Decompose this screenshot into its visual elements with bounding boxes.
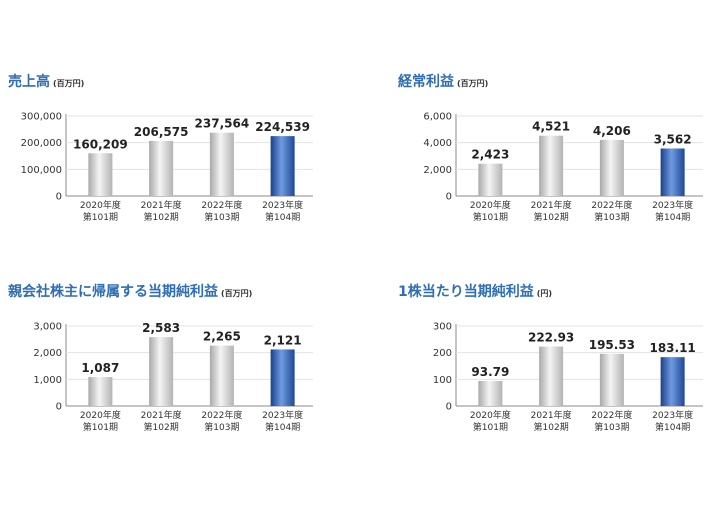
value-label: 3,562	[654, 133, 692, 147]
chart-unit: (百万円)	[457, 79, 489, 88]
x-tick-label-period: 第101期	[473, 421, 508, 433]
x-tick-label-year: 2022年度	[201, 409, 242, 421]
bar-chart-eps: 010020030093.792020年度第101期222.932021年度第1…	[433, 322, 703, 433]
bar	[539, 346, 564, 406]
y-tick-label: 0	[446, 192, 452, 203]
y-tick-label: 100	[433, 375, 452, 386]
x-tick-label-period: 第102期	[534, 211, 569, 223]
x-tick-label-period: 第104期	[265, 211, 300, 223]
x-tick-label-year: 2021年度	[531, 409, 572, 421]
x-tick-label-year: 2023年度	[262, 409, 303, 421]
bar	[209, 345, 234, 406]
y-tick-label: 3,000	[33, 322, 62, 333]
value-label: 1,087	[81, 361, 119, 375]
y-tick-label: 100,000	[21, 165, 62, 176]
x-tick-label-year: 2020年度	[470, 199, 511, 211]
y-tick-label: 0	[56, 192, 62, 203]
x-tick-label-year: 2022年度	[591, 199, 632, 211]
chart-unit: (円)	[536, 289, 553, 298]
x-tick-label-period: 第102期	[144, 211, 179, 223]
value-label: 4,206	[593, 124, 631, 138]
x-tick-label-year: 2021年度	[531, 199, 572, 211]
x-tick-label-year: 2022年度	[201, 199, 242, 211]
value-label: 2,121	[264, 333, 302, 347]
value-label: 2,423	[471, 148, 509, 162]
chart-panel-net-income: 親会社株主に帰属する当期純利益 (百万円) 0 1,000 2,000 3,000 1,0…	[8, 282, 338, 452]
x-tick-label-year: 2020年度	[470, 409, 511, 421]
chart-panel-eps: 1株当たり当期純利益 (円) 0 100 200 300 93.79 2020年度 第101期…	[398, 282, 720, 452]
x-tick-label-period: 第102期	[144, 421, 179, 433]
value-label: 222.93	[528, 331, 574, 345]
bar	[539, 135, 564, 196]
x-tick-label-period: 第101期	[83, 421, 118, 433]
x-tick-label-year: 2023年度	[652, 409, 693, 421]
bar	[209, 132, 234, 196]
value-label: 195.53	[589, 338, 635, 352]
y-tick-label: 300,000	[21, 112, 62, 123]
bar	[660, 357, 685, 406]
y-tick-label: 0	[446, 402, 452, 413]
value-label: 224,539	[255, 120, 310, 134]
chart-title: 売上高 (百万円)	[8, 74, 85, 90]
bar	[660, 148, 685, 196]
x-tick-label-period: 第101期	[83, 211, 118, 223]
chart-panel-sales: 売上高 (百万円) 0 100,000 200,000 300,000 160,209 20…	[8, 72, 338, 242]
bar-chart-sales: 0 100,000 200,000 300,000 160,209 2020年度第101期…	[21, 112, 313, 223]
x-tick-label-year: 2022年度	[591, 409, 632, 421]
bar	[149, 140, 174, 196]
y-tick-label: 200,000	[21, 138, 62, 149]
value-label: 206,575	[134, 125, 189, 139]
value-label: 183.11	[649, 341, 695, 355]
value-label: 237,564	[195, 117, 250, 131]
x-tick-label-period: 第103期	[594, 421, 629, 433]
value-label: 2,583	[142, 321, 180, 335]
x-tick-label-year: 2020年度	[80, 409, 121, 421]
chart-unit: (百万円)	[53, 79, 85, 88]
x-tick-label-period: 第104期	[265, 421, 300, 433]
bar	[478, 380, 503, 406]
bar	[270, 349, 295, 406]
chart-title: 経常利益 (百万円)	[398, 74, 489, 90]
bar	[88, 377, 113, 406]
y-tick-label: 2,000	[423, 165, 452, 176]
x-tick-label-period: 第104期	[655, 211, 690, 223]
x-tick-label-year: 2023年度	[652, 199, 693, 211]
y-tick-label: 6,000	[423, 112, 452, 123]
x-tick-label-period: 第103期	[204, 421, 239, 433]
value-label: 93.79	[471, 365, 509, 379]
x-tick-label-period: 第101期	[473, 211, 508, 223]
chart-title: 1株当たり当期純利益 (円)	[398, 284, 553, 300]
chart-panel-ordinary-profit: 経常利益 (百万円) 0 2,000 4,000 6,000 2,423 2020年度 第10…	[398, 72, 720, 242]
y-tick-label: 2,000	[33, 348, 62, 359]
x-tick-label-year: 2023年度	[262, 199, 303, 211]
bar	[599, 353, 624, 406]
x-tick-label-period: 第103期	[594, 211, 629, 223]
value-label: 4,521	[532, 120, 570, 134]
y-tick-label: 4,000	[423, 138, 452, 149]
chart-unit: (百万円)	[221, 289, 253, 298]
x-tick-label-year: 2021年度	[141, 199, 182, 211]
y-tick-label: 200	[433, 348, 452, 359]
chart-title: 親会社株主に帰属する当期純利益 (百万円)	[8, 284, 253, 300]
bar	[270, 136, 295, 196]
bar	[149, 337, 174, 406]
x-tick-label-period: 第104期	[655, 421, 690, 433]
x-tick-label-period: 第103期	[204, 211, 239, 223]
x-tick-label-year: 2020年度	[80, 199, 121, 211]
bar	[478, 163, 503, 196]
x-tick-label-year: 2021年度	[141, 409, 182, 421]
y-tick-label: 0	[56, 402, 62, 413]
y-tick-label: 300	[433, 322, 452, 333]
x-tick-label-period: 第102期	[534, 421, 569, 433]
y-tick-label: 1,000	[33, 375, 62, 386]
bar	[88, 153, 113, 196]
value-label: 160,209	[73, 137, 128, 151]
bar	[599, 139, 624, 196]
value-label: 2,265	[203, 330, 241, 344]
